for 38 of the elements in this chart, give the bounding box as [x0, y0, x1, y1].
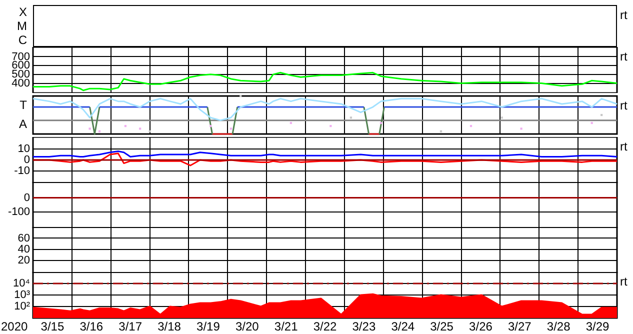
x-axis-title: 2020	[1, 319, 28, 334]
text: rt	[620, 98, 628, 112]
x-tick-label: 3/23	[352, 320, 376, 334]
x-tick-label: 3/26	[469, 320, 493, 334]
x-tick-label: 3/16	[80, 320, 104, 334]
y-tick-label: -10	[14, 164, 30, 177]
text: rt	[620, 274, 628, 288]
x-tick-label: 3/27	[508, 320, 532, 334]
text: M	[17, 19, 27, 33]
y-tick-label: 10	[18, 143, 30, 156]
x-tick-label: 3/19	[196, 320, 220, 334]
x-tick-label: 3/18	[158, 320, 182, 334]
x-tick-label: 3/24	[391, 320, 415, 334]
y-tick-label: -100	[8, 206, 30, 218]
x-tick-label: 3/28	[546, 320, 571, 334]
x-tick-label: 3/25	[430, 320, 454, 334]
x-tick-label: 3/15	[40, 320, 64, 334]
text: rt	[620, 8, 628, 22]
y-tick-label: 20	[18, 254, 30, 267]
y-tick-label: 10³	[14, 289, 30, 302]
text: rt	[620, 49, 628, 64]
text: C	[18, 33, 27, 47]
y-tick-label: 40	[18, 243, 30, 256]
y-tick-label: 400	[12, 77, 30, 90]
x-tick-label: 3/21	[274, 320, 298, 334]
y-tick-label: 0	[24, 192, 30, 204]
x-tick-label: 3/17	[118, 320, 142, 334]
y-tick-label: 10⁴	[13, 278, 30, 290]
text: A	[18, 116, 27, 131]
text: rt	[620, 139, 628, 154]
x-tick-label: 3/20	[235, 320, 260, 334]
y-tick-label: 10²	[14, 300, 30, 313]
x-tick-label: 3/29	[586, 320, 610, 334]
text: X	[18, 5, 27, 19]
y-tick-label: 0	[24, 154, 30, 166]
text: T	[20, 98, 28, 112]
y-tick-label: 60	[18, 232, 30, 244]
x-tick-label: 3/22	[313, 320, 337, 334]
